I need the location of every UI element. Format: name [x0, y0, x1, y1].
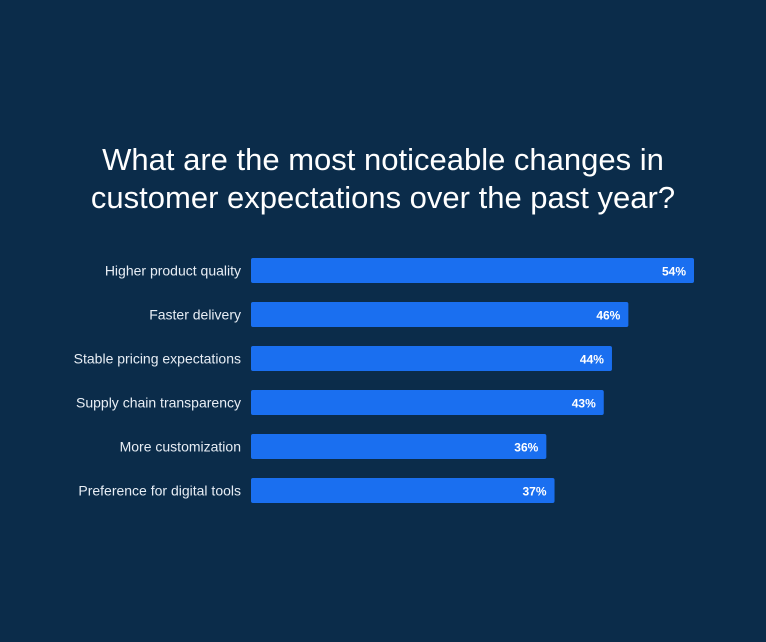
value-label: 43%	[572, 397, 596, 411]
value-label: 37%	[523, 485, 547, 499]
value-label: 36%	[514, 441, 538, 455]
category-label: More customization	[120, 439, 241, 455]
category-label: Preference for digital tools	[78, 483, 241, 499]
category-label: Stable pricing expectations	[74, 351, 241, 367]
bar	[251, 258, 694, 283]
value-label: 44%	[580, 353, 604, 367]
bar	[251, 346, 612, 371]
bar	[251, 434, 547, 459]
bar	[251, 302, 629, 327]
category-label: Faster delivery	[149, 307, 241, 323]
value-label: 54%	[662, 265, 686, 279]
category-label: Supply chain transparency	[76, 395, 241, 411]
bar	[251, 478, 555, 503]
value-label: 46%	[596, 309, 620, 323]
bar	[251, 390, 604, 415]
category-label: Higher product quality	[105, 263, 241, 279]
chart-title: What are the most noticeable changes in …	[90, 142, 676, 215]
